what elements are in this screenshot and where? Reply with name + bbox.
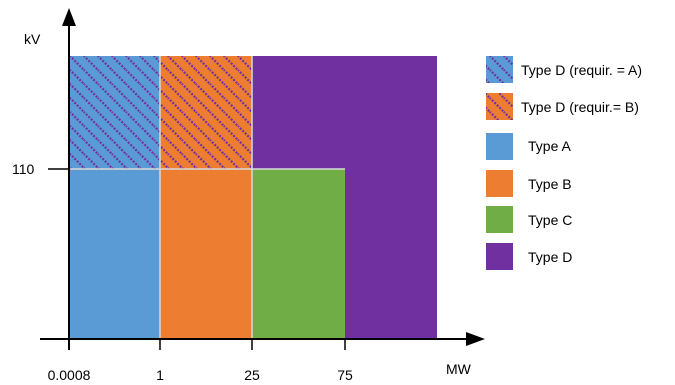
- region-type-a: [69, 169, 160, 339]
- legend: Type D (requir. = A) Type D (requir.= B)…: [486, 56, 642, 270]
- x-tick-label-0.0008: 0.0008: [48, 367, 91, 383]
- x-tick-label-25: 25: [244, 367, 260, 383]
- region-type-b: [160, 169, 252, 339]
- region-type-d-requir-a: [69, 56, 160, 169]
- region-type-c: [252, 169, 345, 339]
- x-tick-label-1: 1: [156, 367, 164, 383]
- legend-swatch-type-d-requir-b: [486, 93, 513, 120]
- legend-item-type-b: Type B: [486, 170, 572, 197]
- legend-swatch-type-a: [486, 133, 513, 160]
- legend-item-type-d-requir-a: Type D (requir. = A): [486, 56, 642, 83]
- legend-label-type-b: Type B: [528, 176, 572, 192]
- region-type-d-requir-b: [160, 56, 252, 169]
- legend-label-type-d: Type D: [528, 249, 572, 265]
- x-tick-label-75: 75: [337, 367, 353, 383]
- legend-item-type-c: Type C: [486, 206, 572, 233]
- legend-item-type-d: Type D: [486, 243, 572, 270]
- legend-label-type-a: Type A: [528, 138, 571, 154]
- legend-swatch-type-b: [486, 170, 513, 197]
- legend-swatch-type-d: [486, 243, 513, 270]
- region-group: [69, 56, 437, 339]
- x-axis-arrow-icon: [466, 332, 485, 346]
- x-axis-label: MW: [446, 361, 472, 377]
- legend-item-type-d-requir-b: Type D (requir.= B): [486, 93, 639, 120]
- legend-label-type-c: Type C: [528, 212, 572, 228]
- legend-item-type-a: Type A: [486, 133, 571, 160]
- legend-label-type-d-requir-a: Type D (requir. = A): [521, 62, 642, 78]
- axes: kV MW 110 0.0008 1 25 75: [12, 8, 485, 383]
- legend-swatch-type-c: [486, 206, 513, 233]
- y-axis-label: kV: [24, 31, 41, 47]
- legend-label-type-d-requir-b: Type D (requir.= B): [521, 99, 639, 115]
- y-axis-arrow-icon: [62, 8, 76, 26]
- legend-swatch-type-d-requir-a: [486, 56, 513, 83]
- y-tick-label-110: 110: [12, 161, 35, 177]
